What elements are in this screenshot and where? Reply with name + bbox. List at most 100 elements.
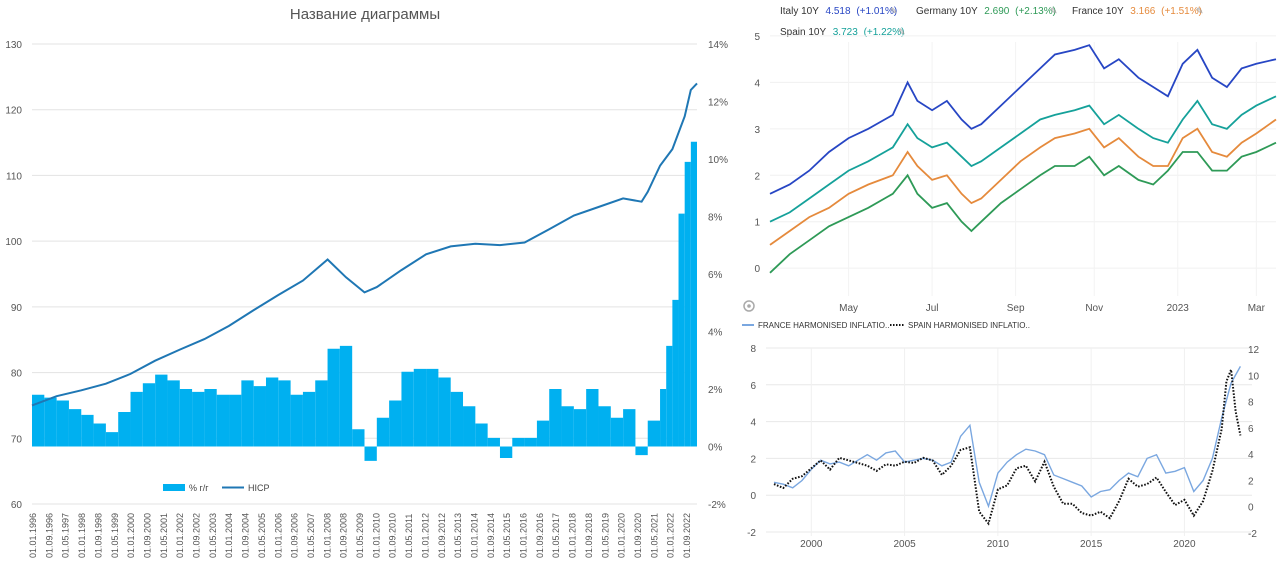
- bar: [635, 446, 648, 456]
- x-tick-label: 01.09.2000: [142, 513, 152, 558]
- legend-spain-name: Spain 10Y: [780, 27, 826, 38]
- x-tick-label: 01.09.2004: [241, 513, 251, 558]
- left-tick-label: 80: [11, 369, 23, 380]
- settings-icon[interactable]: [743, 300, 755, 312]
- bar: [142, 383, 156, 447]
- left-axis-ticks: -2 0 2 4 6 8: [747, 344, 756, 539]
- bar: [463, 406, 476, 447]
- yield-line: [769, 141, 1277, 274]
- france-line: [773, 366, 1242, 509]
- pin-icon[interactable]: ✎: [1050, 6, 1058, 16]
- left-tick-label: 8: [750, 344, 756, 355]
- bar: [118, 412, 131, 447]
- right-tick-label: 12%: [708, 98, 728, 109]
- x-tick-label: 01.05.2009: [355, 513, 365, 558]
- bar: [155, 374, 168, 447]
- x-tick-label: 2010: [987, 539, 1010, 550]
- bar: [561, 406, 574, 447]
- bar: [499, 446, 513, 458]
- x-tick-label: 01.01.2022: [666, 513, 676, 558]
- x-tick-label: 01.05.1997: [61, 513, 71, 558]
- x-tick-label: 01.01.2010: [371, 513, 381, 558]
- legend-france: France 10Y 3.166 (+1.51%): [1072, 6, 1202, 17]
- left-tick-label: 110: [6, 171, 22, 182]
- right-axis-ticks: -2% 0% 2% 4% 6% 8% 10% 12% 14%: [708, 40, 728, 511]
- right-tick-label: 8: [1248, 398, 1254, 409]
- legend-germany-value: 2.690: [984, 6, 1009, 17]
- harmonised-inflation-chart-panel: FRANCE HARMONISED INFLATIO.. SPAIN HARMO…: [738, 318, 1280, 562]
- bar: [290, 394, 303, 447]
- right-tick-label: 10: [1248, 371, 1260, 382]
- x-tick-label: 2020: [1173, 539, 1196, 550]
- x-tick-label: 01.01.1998: [77, 513, 87, 558]
- x-tick-label: 2000: [800, 539, 823, 550]
- bar: [684, 161, 691, 447]
- x-tick-label: 01.09.2002: [192, 513, 202, 558]
- right-tick-label: 2: [1248, 476, 1254, 487]
- hicp-chart-panel: Название диаграммы 60 70 80 90 100 110 120 130 …: [5, 6, 729, 558]
- pin-icon[interactable]: ✎: [890, 6, 898, 16]
- bar: [32, 394, 45, 447]
- legend-italy-change: (+1.01%): [856, 6, 897, 17]
- x-tick-label: 01.01.2018: [568, 513, 578, 558]
- x-tick-label: 01.01.2000: [126, 513, 136, 558]
- right-tick-label: 12: [1248, 345, 1260, 356]
- right-tick-label: -2: [1248, 529, 1257, 540]
- hicp-line: [31, 82, 698, 407]
- bar: [623, 409, 636, 447]
- pin-icon[interactable]: ✎: [898, 27, 906, 37]
- x-tick-label: 2015: [1080, 539, 1103, 550]
- right-tick-label: 6: [1248, 424, 1254, 435]
- bar: [678, 213, 685, 447]
- x-tick-label: 01.09.2022: [682, 513, 692, 558]
- legend: % г/г HICP: [163, 483, 270, 493]
- left-tick-label: 90: [11, 303, 23, 314]
- legend-swatch-yoy: [163, 484, 185, 491]
- x-tick-label: 01.01.2002: [175, 513, 185, 558]
- x-tick-label: 01.05.2007: [306, 513, 316, 558]
- left-tick-label: 130: [5, 40, 22, 51]
- chart-title: Название диаграммы: [290, 6, 440, 23]
- x-tick-label: 01.05.1999: [110, 513, 120, 558]
- yield-line: [769, 95, 1277, 223]
- inflation-lines: [773, 366, 1242, 526]
- y-tick-label: 5: [754, 32, 760, 43]
- y-axis-ticks: 0 1 2 3 4 5: [754, 32, 760, 275]
- bar: [302, 391, 316, 447]
- bar: [105, 432, 119, 447]
- x-tick-label: 01.01.2016: [519, 513, 529, 558]
- bar: [524, 437, 537, 447]
- bar: [389, 400, 402, 447]
- bar: [241, 380, 254, 447]
- bar: [376, 417, 390, 447]
- x-tick-label: 2005: [893, 539, 916, 550]
- legend-france-value: 3.166: [1130, 6, 1155, 17]
- bar: [487, 437, 500, 447]
- x-tick-label: 01.09.1998: [93, 513, 103, 558]
- left-tick-label: 60: [11, 500, 23, 511]
- bar: [672, 299, 679, 447]
- x-tick-label: 01.09.2016: [535, 513, 545, 558]
- x-axis-labels: 01.01.1996 01.09.1996 01.05.1997 01.01.1998…: [28, 513, 692, 558]
- bar: [315, 380, 328, 447]
- x-tick-label: 01.09.2010: [388, 513, 398, 558]
- x-tick-label: 01.09.2006: [290, 513, 300, 558]
- right-tick-label: 6%: [708, 270, 723, 281]
- legend-italy-name: Italy 10Y: [780, 6, 819, 17]
- legend-label-france: FRANCE HARMONISED INFLATIO..: [758, 321, 889, 330]
- x-tick-label: 01.09.1996: [44, 513, 54, 558]
- x-tick-label: 01.05.2017: [551, 513, 561, 558]
- legend-label-hicp: HICP: [248, 483, 270, 493]
- yield-line: [769, 118, 1277, 246]
- bar: [179, 389, 193, 447]
- x-tick-label: Jul: [926, 303, 939, 314]
- bar: [666, 345, 673, 447]
- x-tick-label: 01.05.2013: [453, 513, 463, 558]
- bar: [327, 348, 340, 447]
- gridlines: [770, 35, 1276, 296]
- x-axis-labels: May Jul Sep Nov 2023 Mar: [839, 303, 1265, 314]
- x-tick-label: 01.05.2019: [600, 513, 610, 558]
- bar: [339, 345, 353, 447]
- pin-icon[interactable]: ✎: [1196, 6, 1204, 16]
- y-tick-label: 4: [754, 78, 760, 89]
